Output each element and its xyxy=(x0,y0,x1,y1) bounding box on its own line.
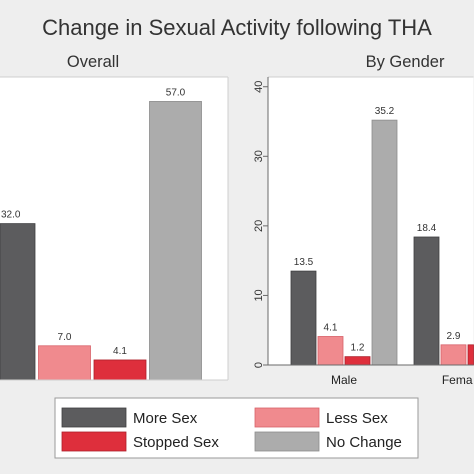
legend-swatch-stopped-sex xyxy=(61,431,127,452)
legend-label-less-sex: Less Sex xyxy=(326,410,388,427)
y-tick-label-20: 20 xyxy=(253,220,265,232)
value-label-by-gender-male-stopped-sex: 1.2 xyxy=(351,343,365,354)
chart-title: Change in Sexual Activity following THA xyxy=(42,15,432,40)
value-label-overall-more-sex: 32.0 xyxy=(1,210,21,221)
value-label-overall-no-change: 57.0 xyxy=(166,87,186,98)
legend-item-less-sex: Less Sex xyxy=(254,407,388,428)
legend-item-more-sex: More Sex xyxy=(61,407,198,428)
category-label-fema: Fema xyxy=(442,373,473,387)
y-tick-label-40: 40 xyxy=(253,81,265,93)
panel-title-by-gender: By Gender xyxy=(366,53,445,71)
value-label-overall-less-sex: 7.0 xyxy=(58,332,72,343)
legend-label-more-sex: More Sex xyxy=(133,410,198,427)
bar-overall-less-sex xyxy=(38,345,91,381)
value-label-by-gender-male-more-sex: 13.5 xyxy=(294,257,314,268)
legend-item-no-change: No Change xyxy=(254,431,402,452)
bar-overall-no-change xyxy=(149,101,202,381)
value-label-by-gender-male-less-sex: 4.1 xyxy=(324,322,338,333)
legend-swatch-more-sex xyxy=(61,407,127,428)
category-label-male: Male xyxy=(331,373,357,387)
bars-by-gender: 13.5 4.1 1.2 35.2 18.4 2.9 xyxy=(290,106,474,366)
legend: More Sex Less Sex Stopped Sex No Change xyxy=(54,397,419,459)
bar-by-gender-fema-less-sex xyxy=(440,344,467,366)
bar-by-gender-fema-more-sex xyxy=(413,236,440,366)
bar-by-gender-male-no-change xyxy=(371,119,398,366)
panel-by-gender: 13.5 4.1 1.2 35.2 18.4 2.9 Male Fema 0 10 20 30 40 xyxy=(253,76,474,387)
bar-overall-stopped-sex xyxy=(93,359,147,381)
bar-by-gender-male-more-sex xyxy=(290,270,317,366)
legend-label-stopped-sex: Stopped Sex xyxy=(133,434,219,451)
legend-swatch-no-change xyxy=(254,431,320,452)
panel-overall: 32.0 7.0 4.1 57.0 xyxy=(0,76,229,381)
bar-by-gender-fema-stopped-sex xyxy=(467,344,474,366)
value-label-by-gender-male-no-change: 35.2 xyxy=(375,106,395,117)
value-label-by-gender-fema-less-sex: 2.9 xyxy=(447,331,461,342)
bar-overall-more-sex xyxy=(0,223,36,381)
y-tick-label-10: 10 xyxy=(253,289,265,301)
value-label-overall-stopped-sex: 4.1 xyxy=(113,346,127,357)
y-tick-label-0: 0 xyxy=(253,362,265,368)
chart-panels: 32.0 7.0 4.1 57.0 13.5 4.1 1.2 35.2 18.4 2.9 Male F… xyxy=(0,76,474,387)
legend-item-stopped-sex: Stopped Sex xyxy=(61,431,219,452)
legend-label-no-change: No Change xyxy=(326,434,402,451)
value-label-by-gender-fema-more-sex: 18.4 xyxy=(417,223,437,234)
panel-title-overall: Overall xyxy=(67,53,119,71)
legend-swatch-less-sex xyxy=(254,407,320,428)
bars-overall: 32.0 7.0 4.1 57.0 xyxy=(0,87,202,381)
bar-by-gender-male-stopped-sex xyxy=(344,356,371,366)
y-tick-label-30: 30 xyxy=(253,150,265,162)
bar-by-gender-male-less-sex xyxy=(317,336,344,366)
